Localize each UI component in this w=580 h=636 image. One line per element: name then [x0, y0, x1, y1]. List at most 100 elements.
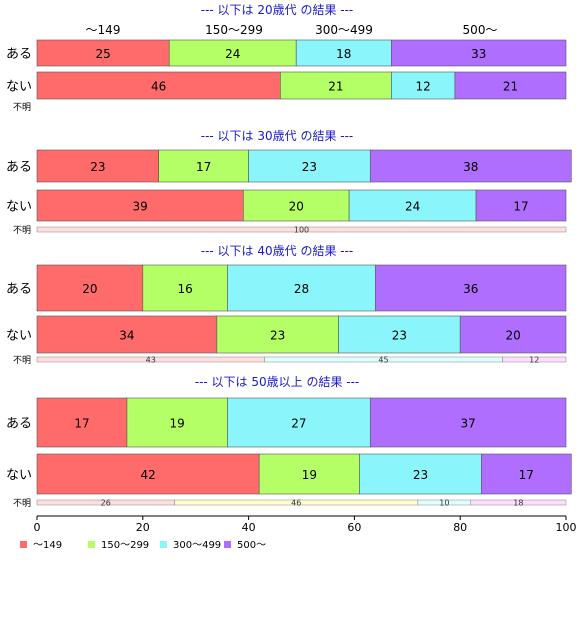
- bar-segment: [36, 71, 281, 100]
- bar-value-label: 38: [463, 160, 478, 174]
- row-label: ある: [6, 160, 32, 175]
- bar-segment: [227, 264, 376, 312]
- bar-value-label: 21: [328, 80, 343, 94]
- group-title: --- 以下は 30歳代 の結果 ---: [201, 129, 354, 143]
- unknown-row-label: 不明: [13, 225, 31, 236]
- legend-label: 150～299: [101, 540, 149, 551]
- bar-value-label: 18: [336, 47, 351, 61]
- unknown-value-label: 12: [529, 356, 539, 365]
- legend-label: 300～499: [173, 540, 221, 551]
- bar-segment: [126, 397, 228, 448]
- row-label: ない: [6, 200, 32, 215]
- bar-segment: [36, 189, 244, 222]
- bar-segment: [391, 39, 567, 67]
- bar-value-label: 23: [302, 160, 317, 174]
- bar-segment: [391, 71, 456, 100]
- legend-swatch: [88, 541, 95, 548]
- unknown-row-label: 不明: [13, 102, 31, 113]
- legend-swatch: [20, 541, 27, 548]
- bar-segment: [158, 149, 249, 183]
- unknown-value-label: 100: [294, 226, 309, 235]
- bar-segment: [295, 39, 392, 67]
- bar-value-label: 19: [302, 468, 317, 482]
- unknown-value-label: 45: [378, 356, 388, 365]
- bar-value-label: 37: [460, 417, 475, 431]
- unknown-value-label: 10: [439, 499, 449, 508]
- bar-segment: [369, 149, 572, 183]
- bar-segment: [258, 453, 360, 495]
- unknown-bar-segment: [36, 226, 567, 233]
- bar-value-label: 34: [119, 329, 134, 343]
- row-label: ある: [6, 282, 32, 297]
- bar-value-label: 46: [151, 80, 166, 94]
- bar-segment: [475, 189, 567, 222]
- unknown-bar-segment: [470, 499, 567, 506]
- unknown-bar-segment: [502, 356, 567, 363]
- unknown-value-label: 26: [101, 499, 111, 508]
- row-label: ある: [6, 47, 32, 62]
- x-axis-tick-label: 80: [453, 521, 467, 534]
- bar-segment: [36, 397, 128, 448]
- bar-value-label: 17: [513, 200, 528, 214]
- row-label: ない: [6, 80, 32, 95]
- header-label: 150～299: [205, 23, 263, 37]
- group-title: --- 以下は 20歳代 の結果 ---: [201, 3, 354, 17]
- bar-value-label: 27: [291, 417, 306, 431]
- unknown-row-label: 不明: [13, 355, 31, 366]
- x-axis-tick-label: 20: [136, 521, 150, 534]
- header-label: ～149: [86, 23, 121, 37]
- bar-value-label: 20: [505, 329, 520, 343]
- group-title: --- 以下は 50歳以上 の結果 ---: [195, 375, 360, 389]
- unknown-value-label: 18: [513, 499, 523, 508]
- bar-segment: [168, 39, 297, 67]
- bar-value-label: 24: [405, 200, 420, 214]
- x-axis-tick-label: 40: [242, 521, 256, 534]
- bar-segment: [369, 397, 567, 448]
- bar-value-label: 33: [471, 47, 486, 61]
- bar-segment: [36, 39, 170, 67]
- bar-segment: [243, 189, 350, 222]
- legend-swatch: [160, 541, 167, 548]
- bar-value-label: 19: [170, 417, 185, 431]
- bar-segment: [36, 149, 159, 183]
- bar-value-label: 23: [413, 468, 428, 482]
- x-axis-tick-label: 60: [347, 521, 361, 534]
- bar-segment: [359, 453, 482, 495]
- bar-segment: [227, 397, 371, 448]
- legend-label: ～149: [33, 540, 62, 551]
- header-label: 500～: [463, 23, 498, 37]
- legend-label: 500～: [237, 540, 266, 551]
- bar-value-label: 39: [133, 200, 148, 214]
- row-label: ない: [6, 468, 32, 483]
- unknown-value-label: 43: [146, 356, 156, 365]
- bar-value-label: 17: [519, 468, 534, 482]
- bar-value-label: 24: [225, 47, 240, 61]
- unknown-row-label: 不明: [13, 498, 31, 509]
- x-axis-tick-label: 0: [34, 521, 41, 534]
- bar-segment: [459, 315, 567, 354]
- bar-segment: [481, 453, 572, 495]
- bar-value-label: 23: [392, 329, 407, 343]
- bar-segment: [142, 264, 228, 312]
- row-label: ない: [6, 329, 32, 344]
- bar-value-label: 42: [140, 468, 155, 482]
- row-label: ある: [6, 417, 32, 432]
- bar-value-label: 23: [270, 329, 285, 343]
- bar-value-label: 17: [196, 160, 211, 174]
- bar-segment: [454, 71, 567, 100]
- bar-value-label: 23: [90, 160, 105, 174]
- bar-value-label: 25: [95, 47, 110, 61]
- bar-value-label: 21: [503, 80, 518, 94]
- unknown-value-label: 46: [291, 499, 301, 508]
- bar-value-label: 36: [463, 282, 478, 296]
- x-axis-tick-label: 100: [556, 521, 577, 534]
- legend-swatch: [224, 541, 231, 548]
- bar-value-label: 20: [289, 200, 304, 214]
- bar-value-label: 16: [177, 282, 192, 296]
- bar-value-label: 28: [294, 282, 309, 296]
- bar-segment: [36, 315, 218, 354]
- bar-value-label: 20: [82, 282, 97, 296]
- bar-value-label: 17: [74, 417, 89, 431]
- bar-value-label: 12: [416, 80, 431, 94]
